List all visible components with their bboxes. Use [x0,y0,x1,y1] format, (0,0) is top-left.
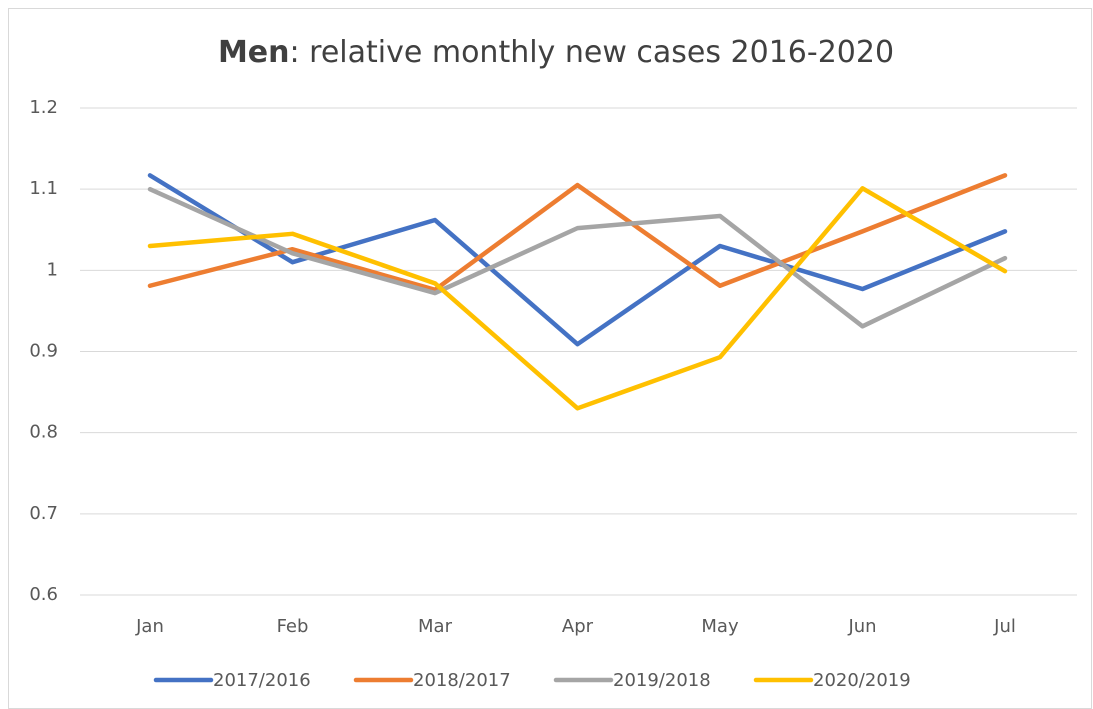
x-tick-label: Jul [993,616,1016,637]
series-line [147,173,1008,347]
legend-label: 2017/2016 [213,670,311,691]
legend-label: 2020/2019 [813,670,911,691]
x-tick-label: Mar [418,616,453,637]
y-tick-label: 0.6 [29,584,58,605]
x-tick-label: Jan [135,616,164,637]
title-rest: : relative monthly new cases 2016-2020 [290,35,895,70]
series-line [147,186,1008,411]
x-tick-label: Apr [562,616,594,637]
chart-border [8,8,1092,709]
chart-title: Men: relative monthly new cases 2016-202… [218,35,894,70]
x-tick-label: Jun [847,616,876,637]
legend-label: 2019/2018 [613,670,711,691]
legend-label: 2018/2017 [413,670,511,691]
series-line [147,173,1008,293]
y-tick-label: 0.7 [29,503,58,524]
y-tick-label: 1.2 [29,97,58,118]
y-tick-label: 1.1 [29,178,58,199]
x-tick-label: Feb [277,616,309,637]
y-tick-label: 1 [47,259,58,280]
series-line [147,186,1008,329]
x-tick-label: May [701,616,739,637]
title-bold: Men [218,35,290,70]
y-tick-label: 0.8 [29,422,58,443]
y-tick-label: 0.9 [29,341,58,362]
